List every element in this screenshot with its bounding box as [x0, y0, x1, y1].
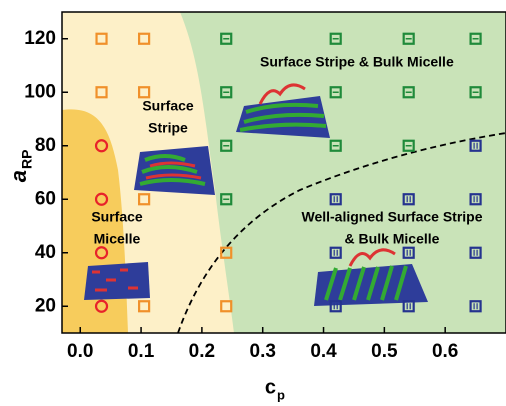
y-axis-label-sub: RP [19, 150, 35, 169]
annotation: Surface [142, 98, 194, 114]
annotation: Surface [91, 209, 143, 225]
y-tick-label: 60 [35, 188, 56, 209]
x-axis-label-sub: p [277, 387, 285, 402]
y-tick-label: 80 [35, 135, 56, 156]
chart: 0.0 0.1 0.2 0.3 0.4 0.5 0.6 20 40 60 80 100 120 Surf… [0, 0, 506, 406]
annotation: Micelle [94, 231, 141, 247]
x-tick-label: 0.1 [128, 341, 155, 362]
x-tick-label: 0.2 [189, 341, 215, 362]
x-axis-label: c [265, 376, 276, 398]
annotation: & Bulk Micelle [345, 231, 440, 247]
y-tick-label: 120 [24, 28, 56, 49]
x-tick-label: 0.5 [371, 341, 398, 362]
y-tick-label: 40 [35, 242, 56, 263]
x-tick-label: 0.3 [250, 341, 276, 362]
x-tick-label: 0.4 [310, 341, 337, 362]
y-axis-label: a [6, 170, 31, 182]
x-tick-label: 0.6 [432, 341, 458, 362]
inset-micelle [84, 262, 150, 300]
annotation: Surface Stripe & Bulk Micelle [260, 54, 454, 70]
y-tick-label: 100 [24, 81, 56, 102]
annotation: Well-aligned Surface Stripe [301, 209, 482, 225]
y-tick-label: 20 [35, 295, 56, 316]
x-tick-label: 0.0 [67, 341, 93, 362]
annotation: Stripe [148, 120, 188, 136]
inset-stripe [134, 146, 215, 195]
